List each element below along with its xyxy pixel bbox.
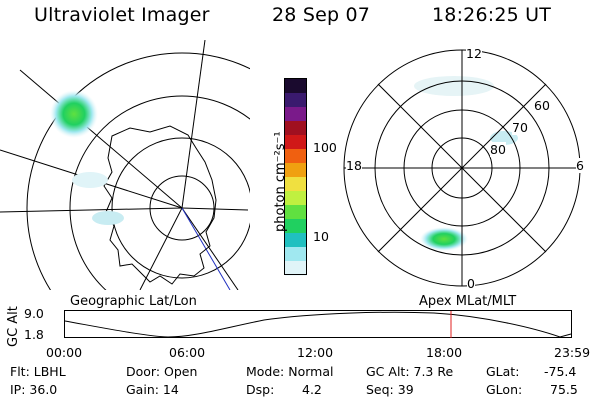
dsp-value: 4.2 xyxy=(302,382,322,397)
color-scale-bar xyxy=(284,78,307,276)
colorbar-stripe xyxy=(285,135,307,150)
time-label: 18:26:25 UT xyxy=(432,4,552,26)
lat-circle xyxy=(111,137,250,279)
glat-value: -75.4 xyxy=(544,364,577,379)
altitude-curve xyxy=(64,311,572,338)
colorbar-stripe xyxy=(285,121,307,136)
colorbar-stripe xyxy=(285,177,307,192)
colorbar-stripe xyxy=(285,233,307,248)
x-tick-1200: 12:00 xyxy=(297,345,334,360)
orbit-altitude-plot xyxy=(64,310,572,338)
lat-label-60: 60 xyxy=(534,98,550,113)
x-tick-0600: 06:00 xyxy=(169,345,206,360)
orbit-plot-frame xyxy=(64,310,572,338)
lat-label-70: 70 xyxy=(512,120,528,135)
colorbar-stripe xyxy=(285,107,307,122)
meridian-line xyxy=(0,207,183,213)
colorbar-stripe xyxy=(285,191,307,206)
meridian-line xyxy=(139,207,183,290)
continent-outline xyxy=(103,125,217,285)
colorbar-stripe xyxy=(285,79,307,94)
aurora-emission xyxy=(92,211,124,225)
lat-circle xyxy=(26,52,250,290)
seq-info: Seq: 39 xyxy=(366,382,414,397)
geographic-label: Geographic Lat/Lon xyxy=(70,294,197,309)
x-tick-0000: 00:00 xyxy=(46,345,83,360)
gain-info: Gain: 14 xyxy=(126,382,179,397)
polar-mlt-plot xyxy=(343,49,581,287)
colorbar-tick-10: 10 xyxy=(313,229,329,244)
y-tick-min: 1.8 xyxy=(24,327,44,342)
geographic-map xyxy=(0,40,250,290)
meridian-line xyxy=(181,207,239,290)
glat-label: GLat: xyxy=(486,364,520,379)
meridian-line xyxy=(19,69,183,209)
mode-info: Mode: Normal xyxy=(246,364,334,379)
aurora-emission xyxy=(414,76,494,96)
colorbar-stripe xyxy=(285,205,307,220)
lat-label-80: 80 xyxy=(490,142,506,157)
colorbar-stripe xyxy=(285,247,307,262)
x-tick-2359: 23:59 xyxy=(554,345,591,360)
y-tick-max: 9.0 xyxy=(24,306,44,321)
glon-label: GLon: xyxy=(486,382,523,397)
x-tick-1800: 18:00 xyxy=(426,345,463,360)
aurora-emission xyxy=(50,90,98,138)
aurora-emission xyxy=(490,131,518,145)
date-label: 28 Sep 07 xyxy=(272,4,371,26)
mlt-axis xyxy=(377,83,547,253)
colorbar-stripe xyxy=(285,163,307,178)
aurora-emission xyxy=(420,227,468,251)
colorbar-stripe xyxy=(285,261,307,276)
colorbar-stripe xyxy=(285,149,307,164)
mlt-label-0: 0 xyxy=(467,276,475,291)
mlt-label-18: 18 xyxy=(346,158,362,173)
meridian-line xyxy=(181,40,206,209)
gc-alt-axis-title: GC Alt xyxy=(6,306,21,347)
colorbar-stripe xyxy=(285,93,307,108)
apex-label: Apex MLat/MLT xyxy=(419,294,517,309)
gc-alt-info: GC Alt: 7.3 Re xyxy=(366,364,454,379)
mlt-label-12: 12 xyxy=(466,46,482,61)
glon-value: 75.5 xyxy=(550,382,578,397)
filter-info: Flt: LBHL xyxy=(10,364,66,379)
colorbar-unit-label: photon cm⁻²s⁻¹ xyxy=(273,131,288,232)
lat-circle xyxy=(149,175,215,241)
lat-circle xyxy=(69,95,250,290)
colorbar-tick-100: 100 xyxy=(313,140,337,155)
instrument-title: Ultraviolet Imager xyxy=(34,4,210,26)
colorbar-stripe xyxy=(285,219,307,234)
mlt-label-6: 6 xyxy=(576,158,584,173)
door-info: Door: Open xyxy=(126,364,198,379)
dsp-label: Dsp: xyxy=(246,382,275,397)
ip-info: IP: 36.0 xyxy=(10,382,58,397)
aurora-emission xyxy=(72,172,108,188)
